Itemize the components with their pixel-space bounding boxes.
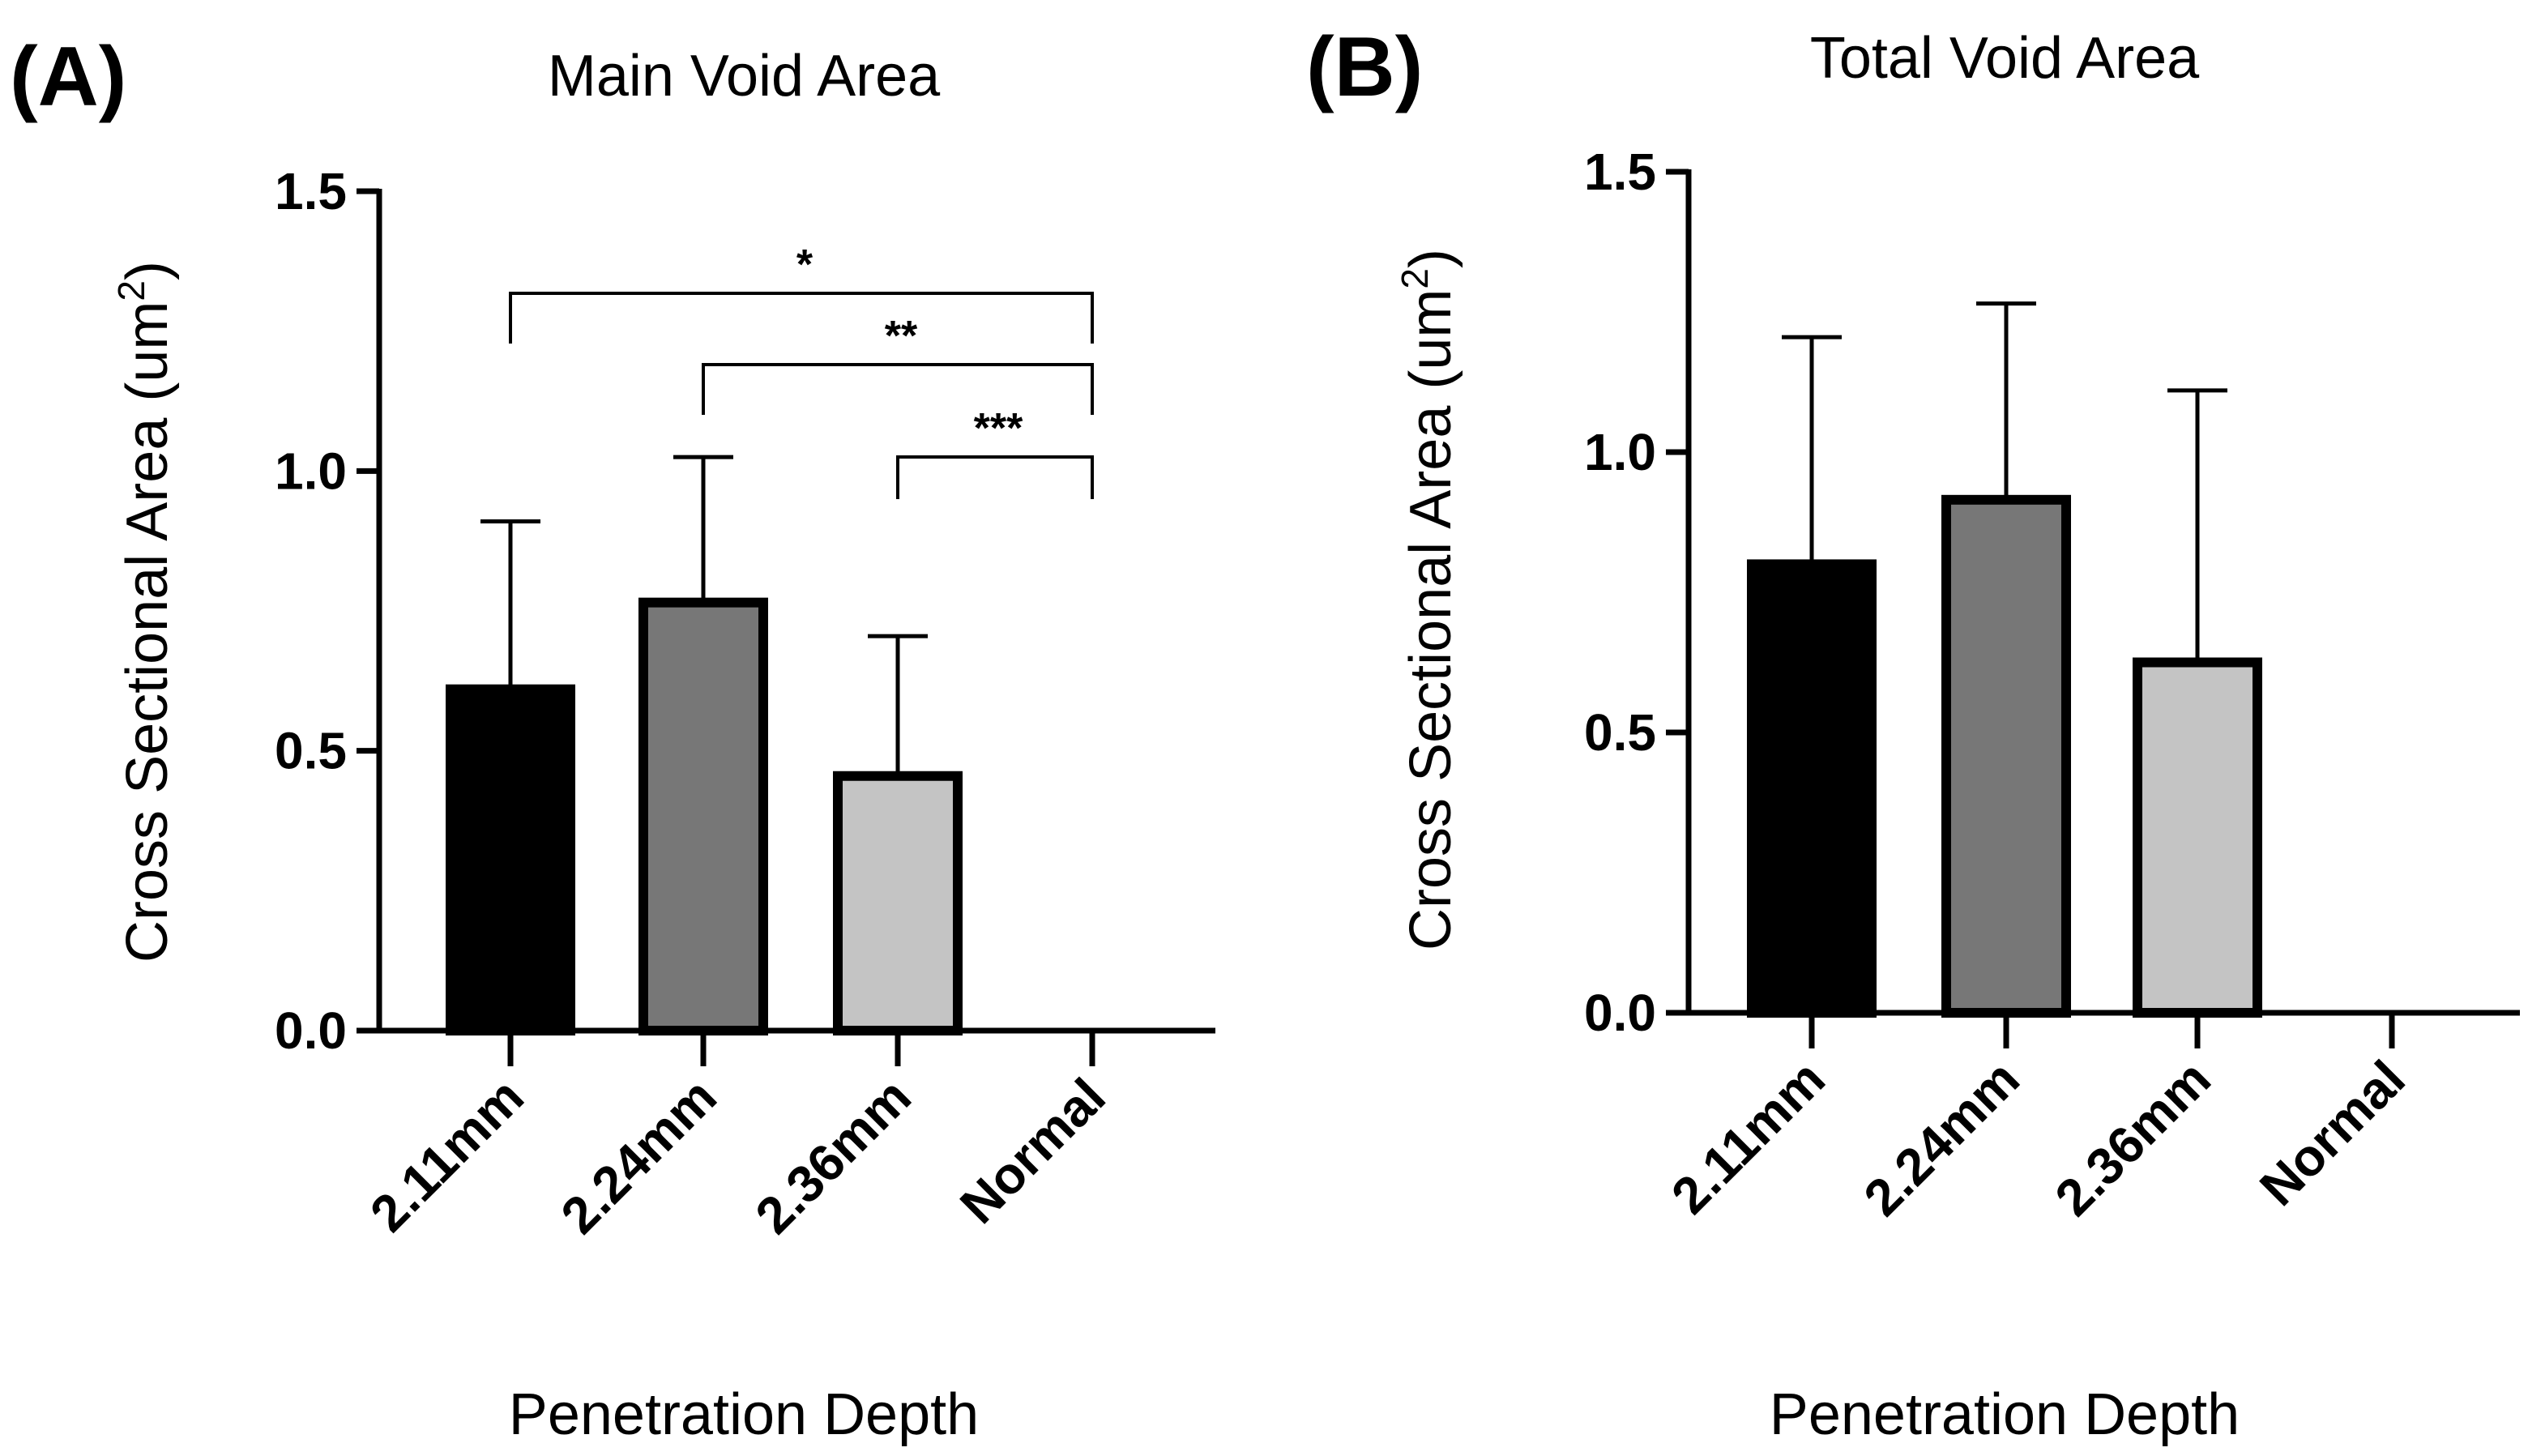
panel-a-sig-label: *** [974, 405, 1023, 452]
panel-b-ytick-label: 0.5 [1584, 703, 1656, 762]
panel-b-ylabel-end: ) [1399, 249, 1463, 268]
panel-b-label: (B) [1306, 20, 1423, 114]
panel-a-sig-bracket [702, 363, 1094, 415]
panel-b-ytick-label: 0.0 [1584, 984, 1656, 1042]
panel-a-ytick-label: 0.5 [275, 722, 347, 780]
panel-a-bar [446, 684, 575, 1036]
panel-a-bar [638, 597, 768, 1035]
panel-a-sig-bracket [509, 292, 1094, 344]
panel-a-ylabel-main: Cross Sectional Area (um [115, 301, 180, 963]
panel-a-ytick-label: 1.5 [275, 162, 347, 220]
panel-b-xtick-label: 2.36mm [2043, 1049, 2221, 1227]
panel-a-label: (A) [10, 30, 126, 124]
panel-a-title: Main Void Area [548, 44, 941, 109]
panel-b-xtick-label: Normal [2248, 1049, 2416, 1217]
panel-b-ylabel: Cross Sectional Area (um2) [1394, 249, 1463, 950]
panel-a-ylabel-end: ) [115, 261, 180, 280]
panel-b-xlabel: Penetration Depth [1770, 1382, 2240, 1447]
panel-b-bar [1747, 559, 1877, 1018]
panel-a-ylabel-sup: 2 [110, 280, 152, 301]
panel-b-title: Total Void Area [1810, 26, 2200, 91]
panel-b-ytick-label: 1.0 [1584, 423, 1656, 481]
panel-b-xtick-label: 2.11mm [1660, 1049, 1836, 1225]
panel-b-bar [1941, 494, 2071, 1018]
panel-a-xtick-label: 2.11mm [359, 1067, 535, 1243]
panel-a-ytick-label: 0.0 [275, 1001, 347, 1060]
panel-a-bar [833, 771, 963, 1035]
panel-a-sig-bracket [896, 455, 1094, 499]
panel-b-plot: 0.0 0.5 1.0 1.5 2.11mm 2.24mm 2.36mm Normal [1584, 143, 2520, 1227]
panel-a-sig-label: ** [885, 313, 918, 360]
panel-a-plot: 0.00.51.01.52.11mm 2.24mm 2.36mm Normal****… [275, 162, 1215, 1245]
panel-a-xtick-label: Normal [949, 1067, 1117, 1235]
panel-a-xlabel: Penetration Depth [509, 1382, 979, 1447]
panel-a-xtick-label: 2.24mm [549, 1067, 727, 1245]
panel-b-ylabel-sup: 2 [1394, 268, 1436, 289]
panel-b-xtick-label: 2.24mm [1852, 1049, 2030, 1227]
panel-a-ylabel: Cross Sectional Area (um2) [110, 261, 180, 963]
panel-a-ytick-label: 1.0 [275, 442, 347, 500]
panel-a-sig-label: * [796, 241, 813, 288]
panel-b-bar [2133, 657, 2262, 1018]
panel-a-xtick-label: 2.36mm [744, 1067, 921, 1245]
panel-b-ytick-label: 1.5 [1584, 143, 1656, 201]
panel-b-ylabel-main: Cross Sectional Area (um [1399, 289, 1463, 950]
